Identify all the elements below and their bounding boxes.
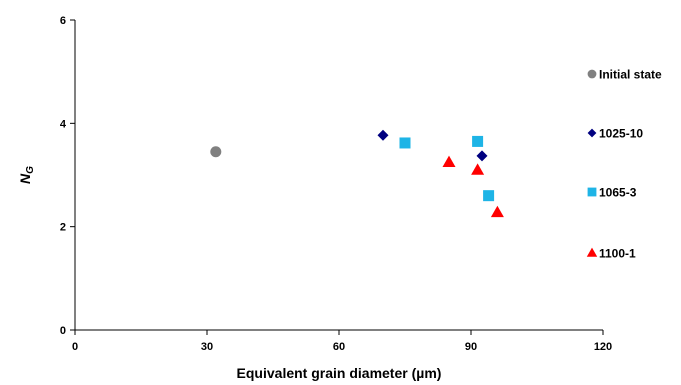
y-axis-title-subscript: G bbox=[25, 166, 36, 174]
x-tick-label: 0 bbox=[72, 341, 78, 353]
x-axis-ticks: 0 30 60 90 120 bbox=[72, 330, 612, 353]
legend-label-1100-1: 1100-1 bbox=[599, 247, 636, 261]
x-tick-label: 30 bbox=[201, 341, 213, 353]
data-point-initial-state bbox=[210, 146, 222, 158]
legend: Initial state 1025-10 1065-3 1100-1 bbox=[586, 68, 662, 261]
data-point-1100-1 bbox=[442, 155, 456, 167]
legend-marker-initial-state bbox=[587, 69, 597, 79]
legend-marker-1100-1 bbox=[586, 247, 598, 257]
axes bbox=[74, 20, 603, 331]
data-point-1065-3 bbox=[472, 135, 484, 147]
y-tick-label: 4 bbox=[60, 118, 67, 130]
y-tick-label: 0 bbox=[60, 325, 66, 337]
y-axis-title: NG bbox=[17, 166, 36, 184]
legend-label-1025-10: 1025-10 bbox=[599, 127, 643, 141]
data-point-1065-3 bbox=[483, 190, 495, 202]
y-axis-title-base: N bbox=[17, 173, 33, 184]
data-point-1025-10 bbox=[377, 129, 389, 141]
data-point-1100-1 bbox=[490, 205, 504, 218]
data-point-1100-1 bbox=[471, 163, 485, 175]
x-tick-label: 90 bbox=[465, 341, 477, 353]
legend-marker-1065-3 bbox=[587, 187, 597, 197]
x-tick-label: 60 bbox=[333, 341, 345, 353]
y-tick-label: 2 bbox=[60, 222, 66, 234]
data-point-1065-3 bbox=[399, 137, 411, 149]
x-tick-label: 120 bbox=[594, 341, 612, 353]
y-axis-ticks: 0 2 4 6 bbox=[60, 15, 75, 337]
legend-label-1065-3: 1065-3 bbox=[599, 186, 637, 200]
y-tick-label: 6 bbox=[60, 15, 66, 27]
data-points bbox=[210, 129, 504, 218]
legend-label-initial-state: Initial state bbox=[599, 68, 662, 82]
data-point-1025-10 bbox=[476, 150, 488, 162]
x-axis-title: Equivalent grain diameter (µm) bbox=[237, 365, 442, 381]
legend-marker-1025-10 bbox=[587, 128, 597, 138]
